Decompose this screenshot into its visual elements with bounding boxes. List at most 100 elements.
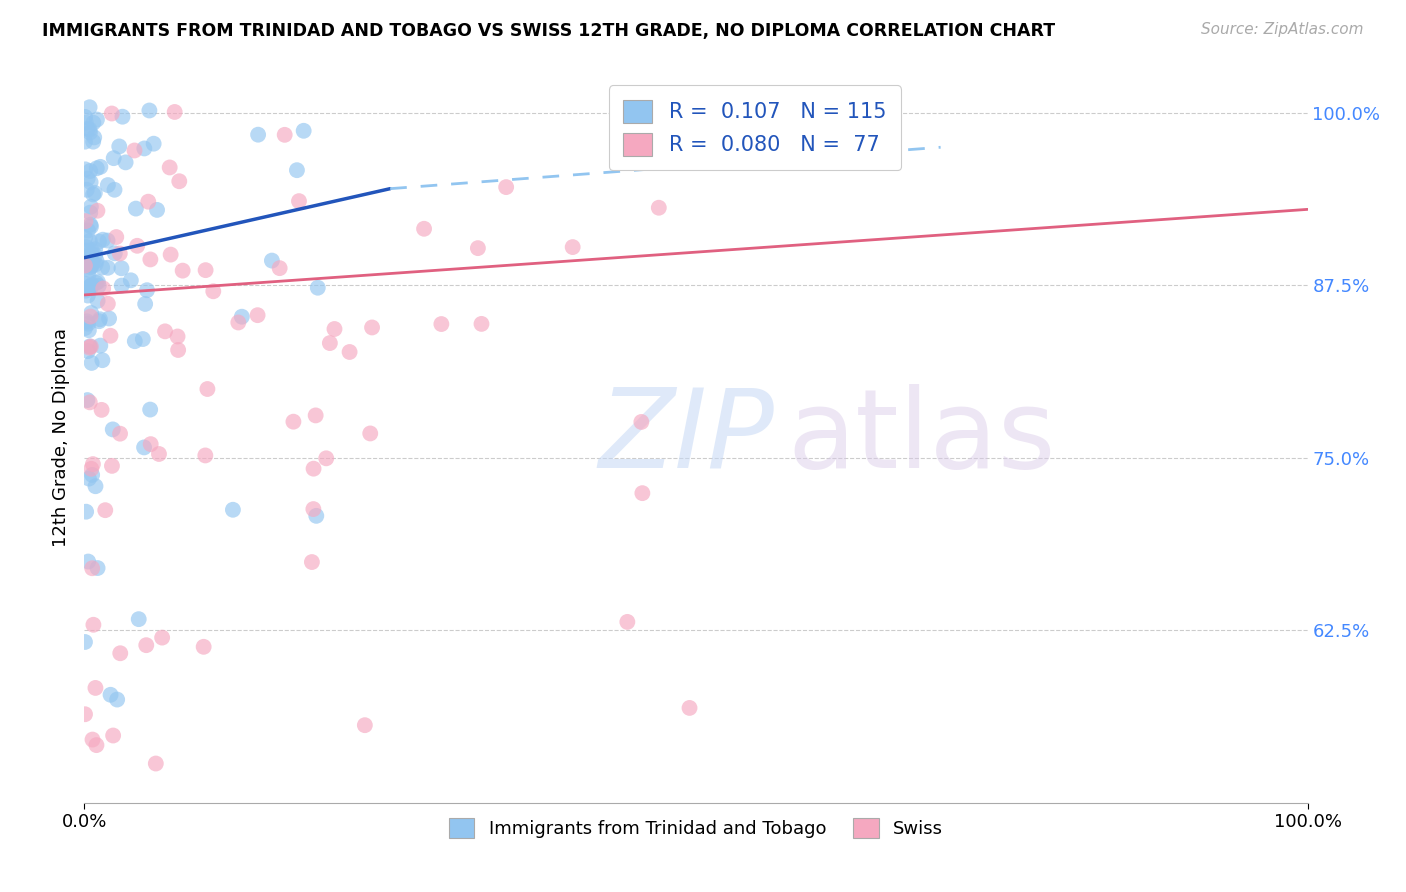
Point <box>104 246 127 260</box>
Point <box>128 612 150 626</box>
Point <box>84 276 107 290</box>
Point <box>73 135 96 149</box>
Point <box>76 121 98 136</box>
Point <box>80 219 103 234</box>
Point <box>89 338 111 352</box>
Point <box>361 320 384 334</box>
Point <box>413 221 436 235</box>
Point <box>80 244 103 258</box>
Point <box>84 248 107 262</box>
Point <box>231 310 253 324</box>
Point <box>79 234 101 248</box>
Point <box>76 288 98 302</box>
Point <box>163 105 186 120</box>
Point <box>80 281 103 295</box>
Point <box>269 261 291 276</box>
Point <box>301 555 323 569</box>
Point <box>166 329 188 343</box>
Point <box>75 110 97 124</box>
Point <box>120 273 142 287</box>
Point <box>136 194 159 209</box>
Point <box>86 561 108 575</box>
Point <box>630 415 652 429</box>
Point <box>90 402 112 417</box>
Point <box>202 285 225 299</box>
Point <box>84 242 107 256</box>
Text: Source: ZipAtlas.com: Source: ZipAtlas.com <box>1201 22 1364 37</box>
Point <box>305 409 328 423</box>
Point <box>353 718 375 732</box>
Point <box>127 239 149 253</box>
Point <box>247 128 270 142</box>
Point <box>77 268 100 282</box>
Point <box>82 617 104 632</box>
Point <box>631 486 654 500</box>
Point <box>124 144 146 158</box>
Point <box>77 254 100 268</box>
Point <box>86 738 108 752</box>
Point <box>148 447 170 461</box>
Point <box>359 426 381 441</box>
Point <box>79 122 101 136</box>
Point <box>75 505 97 519</box>
Point <box>79 260 101 274</box>
Point <box>132 441 155 455</box>
Point <box>97 297 120 311</box>
Point <box>307 281 329 295</box>
Point <box>79 164 101 178</box>
Text: ZIP: ZIP <box>598 384 773 491</box>
Point <box>283 415 305 429</box>
Point <box>136 283 159 297</box>
Point <box>80 356 103 370</box>
Point <box>83 186 105 200</box>
Point <box>77 344 100 359</box>
Point <box>86 293 108 308</box>
Point <box>75 284 97 298</box>
Point <box>86 253 108 268</box>
Point <box>292 124 315 138</box>
Point <box>139 437 162 451</box>
Point <box>616 615 638 629</box>
Point <box>678 701 700 715</box>
Legend: Immigrants from Trinidad and Tobago, Swiss: Immigrants from Trinidad and Tobago, Swi… <box>441 811 950 845</box>
Point <box>80 462 103 476</box>
Point <box>80 259 103 273</box>
Point <box>288 194 311 208</box>
Point <box>132 332 155 346</box>
Point <box>101 729 124 743</box>
Point <box>84 681 107 695</box>
Point <box>86 112 108 127</box>
Point <box>87 279 110 293</box>
Point <box>73 635 96 649</box>
Point <box>82 187 104 202</box>
Point <box>80 247 103 261</box>
Point <box>194 449 217 463</box>
Point <box>89 160 111 174</box>
Point <box>82 732 104 747</box>
Point <box>79 395 101 409</box>
Point <box>79 310 101 324</box>
Point <box>142 136 165 151</box>
Point <box>80 277 103 292</box>
Point <box>430 317 453 331</box>
Point <box>82 467 104 482</box>
Point <box>79 205 101 219</box>
Point <box>134 141 156 155</box>
Point <box>82 116 104 130</box>
Point <box>79 175 101 189</box>
Point <box>73 707 96 722</box>
Point <box>87 235 110 249</box>
Point <box>79 279 101 293</box>
Point <box>94 503 117 517</box>
Point <box>302 502 325 516</box>
Point <box>91 260 114 275</box>
Point <box>80 340 103 354</box>
Point <box>76 251 98 265</box>
Point <box>159 247 181 261</box>
Point <box>91 281 114 295</box>
Point <box>135 638 157 652</box>
Point <box>105 692 128 706</box>
Point <box>470 317 492 331</box>
Point <box>302 461 325 475</box>
Point <box>89 312 111 326</box>
